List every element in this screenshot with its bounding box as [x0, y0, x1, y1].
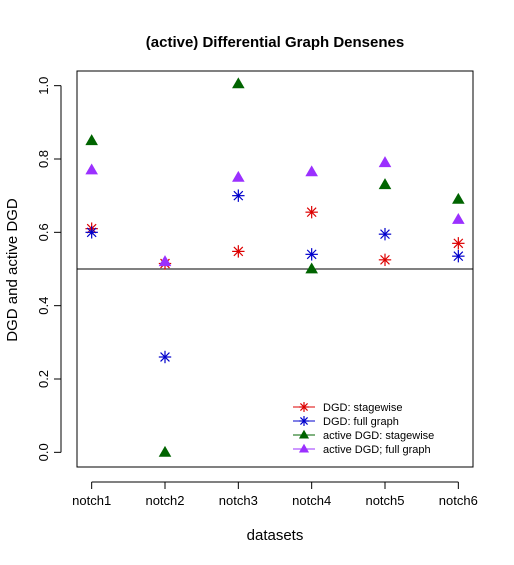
legend-marker	[299, 402, 309, 412]
y-tick-label: 0.4	[36, 297, 51, 315]
y-tick-label: 0.6	[36, 223, 51, 241]
x-axis-label: datasets	[247, 527, 304, 544]
x-tick-label: notch6	[439, 493, 478, 508]
data-point	[452, 212, 465, 224]
x-tick-label: notch2	[145, 493, 184, 508]
legend-item: DGD: full graph	[293, 416, 399, 428]
legend-marker	[299, 416, 309, 426]
points-layer	[85, 77, 465, 457]
data-point	[85, 134, 98, 146]
legend-label: DGD: full graph	[323, 416, 399, 428]
x-axis: notch1 notch2 notch3 notch4 notch5 notch6	[72, 481, 478, 508]
data-point	[158, 445, 172, 457]
data-point	[378, 227, 392, 241]
data-point	[305, 165, 318, 177]
legend: DGD: stagewise DGD: full graph active DGD:…	[293, 402, 434, 456]
chart-title: (active) Differential Graph Densenes	[146, 34, 404, 51]
legend-marker	[298, 443, 310, 453]
data-point	[85, 226, 98, 239]
legend-item: active DGD: stagewise	[293, 429, 434, 442]
data-point	[452, 249, 465, 263]
data-point	[378, 253, 392, 267]
data-point	[452, 192, 465, 204]
data-point	[378, 178, 392, 190]
y-tick-label: 0.8	[36, 150, 51, 168]
y-tick-label: 0.0	[36, 443, 51, 461]
data-point	[158, 255, 172, 267]
data-point	[452, 237, 465, 250]
data-point	[305, 205, 318, 219]
legend-item: active DGD; full graph	[293, 443, 431, 456]
legend-marker	[298, 429, 310, 439]
legend-label: active DGD: stagewise	[323, 430, 434, 442]
data-point	[232, 77, 245, 89]
legend-label: active DGD; full graph	[323, 444, 431, 456]
data-point	[158, 350, 172, 364]
y-axis-label: DGD and active DGD	[4, 198, 21, 342]
data-point	[378, 156, 392, 168]
data-point	[85, 163, 98, 175]
x-tick-label: notch4	[292, 493, 331, 508]
data-point	[305, 248, 318, 261]
x-tick-label: notch3	[219, 493, 258, 508]
x-tick-label: notch5	[365, 493, 404, 508]
legend-item: DGD: stagewise	[293, 402, 402, 414]
legend-label: DGD: stagewise	[323, 402, 402, 414]
y-tick-label: 1.0	[36, 77, 51, 95]
data-point	[305, 262, 318, 274]
data-point	[232, 245, 245, 258]
y-axis: 0.0 0.2 0.4 0.6 0.8 1.0	[36, 77, 62, 461]
x-tick-label: notch1	[72, 493, 111, 508]
data-point	[232, 170, 245, 182]
y-tick-label: 0.2	[36, 370, 51, 388]
data-point	[232, 189, 245, 202]
